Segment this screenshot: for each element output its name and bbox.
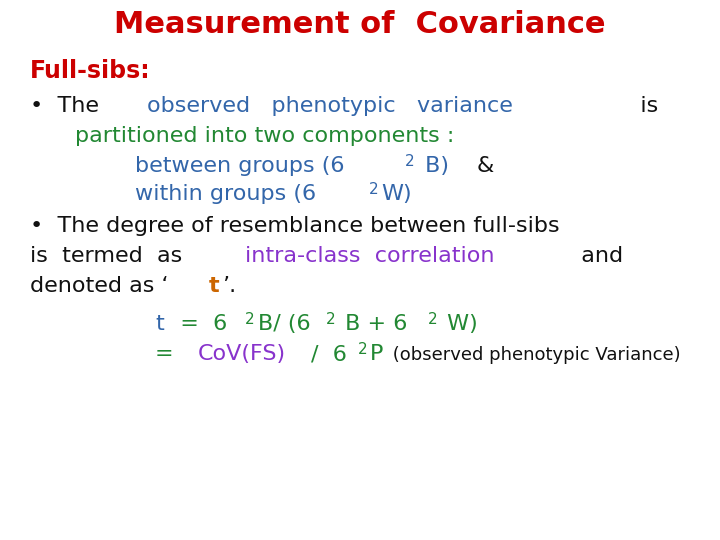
- Text: 2: 2: [325, 312, 336, 327]
- Text: (observed phenotypic Variance): (observed phenotypic Variance): [387, 346, 680, 364]
- Text: intra-class  correlation: intra-class correlation: [245, 246, 495, 266]
- Text: •  The degree of resemblance between full-sibs: • The degree of resemblance between full…: [30, 216, 559, 236]
- Text: t: t: [209, 276, 220, 296]
- Text: 2: 2: [369, 182, 378, 197]
- Text: between groups (6: between groups (6: [135, 156, 344, 176]
- Text: B): B): [418, 156, 463, 176]
- Text: /  6: / 6: [311, 344, 347, 364]
- Text: 2: 2: [405, 154, 415, 169]
- Text: W): W): [440, 314, 478, 334]
- Text: B/ (6: B/ (6: [258, 314, 310, 334]
- Text: denoted as ‘: denoted as ‘: [30, 276, 168, 296]
- Text: and: and: [567, 246, 623, 266]
- Text: CoV(FS): CoV(FS): [197, 344, 286, 364]
- Text: P: P: [370, 344, 383, 364]
- Text: Full-sibs:: Full-sibs:: [30, 59, 150, 83]
- Text: ’.: ’.: [222, 276, 237, 296]
- Text: 2: 2: [357, 342, 367, 357]
- Text: 2: 2: [246, 312, 255, 327]
- Text: •  The: • The: [30, 96, 120, 116]
- Text: is  termed  as: is termed as: [30, 246, 197, 266]
- Text: &: &: [476, 156, 493, 176]
- Text: is: is: [618, 96, 658, 116]
- Text: Measurement of  Covariance: Measurement of Covariance: [114, 10, 606, 39]
- Text: partitioned into two components :: partitioned into two components :: [75, 126, 454, 146]
- Text: t: t: [155, 314, 163, 334]
- Text: within groups (6: within groups (6: [135, 184, 316, 204]
- Text: =  6: = 6: [166, 314, 228, 334]
- Text: observed   phenotypic   variance: observed phenotypic variance: [147, 96, 513, 116]
- Text: 2: 2: [428, 312, 437, 327]
- Text: W): W): [381, 184, 412, 204]
- Text: B + 6: B + 6: [338, 314, 408, 334]
- Text: =: =: [155, 344, 188, 364]
